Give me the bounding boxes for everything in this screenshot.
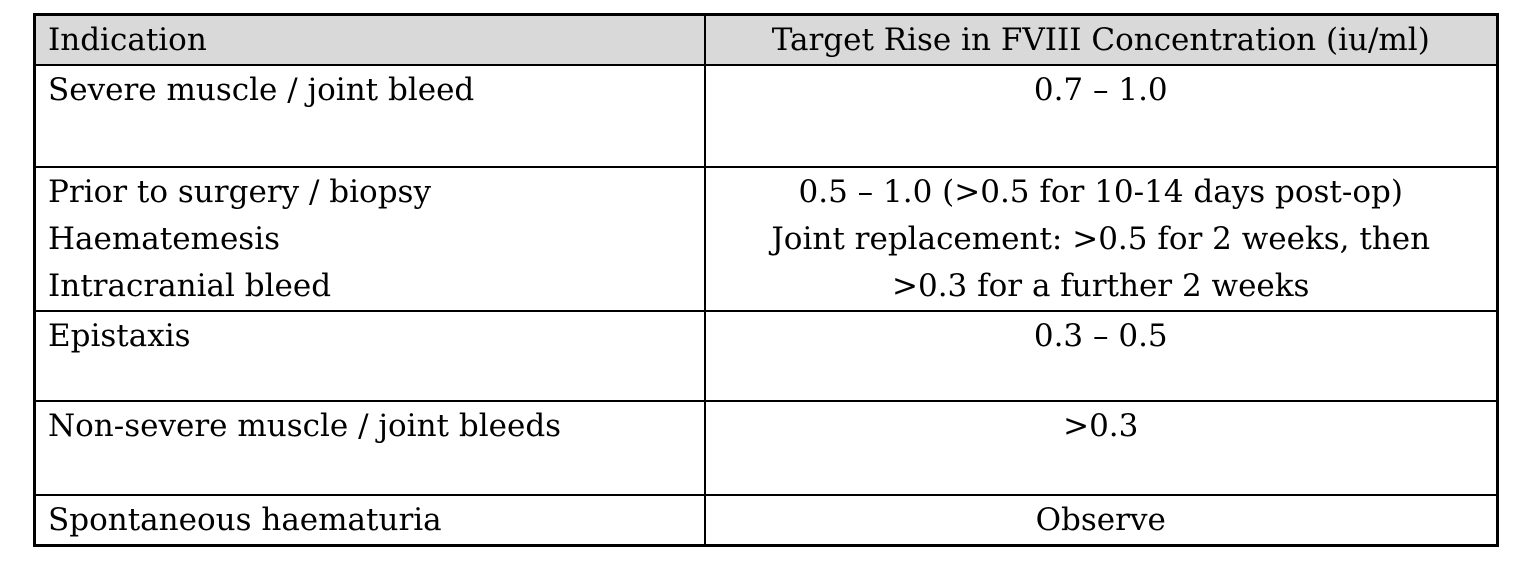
table-header-row: Indication Target Rise in FVIII Concentr…	[33, 13, 1499, 66]
indication-cell: Epistaxis	[33, 310, 706, 402]
cell-line: Prior to surgery / biopsy	[48, 174, 431, 210]
cell-line: Epistaxis	[48, 318, 191, 354]
column-header-target: Target Rise in FVIII Concentration (iu/m…	[703, 13, 1499, 66]
target-cell: >0.3	[703, 400, 1499, 496]
cell-line: Observe	[1035, 502, 1166, 538]
target-cell: 0.3 – 0.5	[703, 310, 1499, 402]
cell-line: 0.5 – 1.0 (>0.5 for 10-14 days post-op)	[798, 174, 1403, 210]
cell-line: Intracranial bleed	[48, 268, 332, 304]
cell-line: Severe muscle / joint bleed	[48, 72, 475, 108]
indication-cell: Non-severe muscle / joint bleeds	[33, 400, 706, 496]
indication-cell: Severe muscle / joint bleed	[33, 64, 706, 168]
indication-cell: Spontaneous haematuria	[33, 494, 706, 547]
table-row: Non-severe muscle / joint bleeds >0.3	[33, 400, 1499, 496]
column-header-indication: Indication	[33, 13, 706, 66]
cell-line: Non-severe muscle / joint bleeds	[48, 408, 562, 444]
table-row: Prior to surgery / biopsy Haematemesis I…	[33, 166, 1499, 312]
table-row: Epistaxis 0.3 – 0.5	[33, 310, 1499, 402]
target-cell: 0.5 – 1.0 (>0.5 for 10-14 days post-op) …	[703, 166, 1499, 312]
cell-line: >0.3 for a further 2 weeks	[892, 268, 1310, 304]
target-cell: 0.7 – 1.0	[703, 64, 1499, 168]
target-cell: Observe	[703, 494, 1499, 547]
cell-line: Spontaneous haematuria	[48, 502, 442, 538]
indication-cell: Prior to surgery / biopsy Haematemesis I…	[33, 166, 706, 312]
table-row: Spontaneous haematuria Observe	[33, 494, 1499, 547]
cell-line: Joint replacement: >0.5 for 2 weeks, the…	[771, 221, 1431, 257]
fviii-dosing-table: Indication Target Rise in FVIII Concentr…	[33, 13, 1499, 547]
cell-line: Haematemesis	[48, 221, 281, 257]
cell-line: >0.3	[1063, 408, 1139, 444]
cell-line: 0.3 – 0.5	[1033, 318, 1168, 354]
table-row: Severe muscle / joint bleed 0.7 – 1.0	[33, 64, 1499, 168]
cell-line: 0.7 – 1.0	[1033, 72, 1168, 108]
